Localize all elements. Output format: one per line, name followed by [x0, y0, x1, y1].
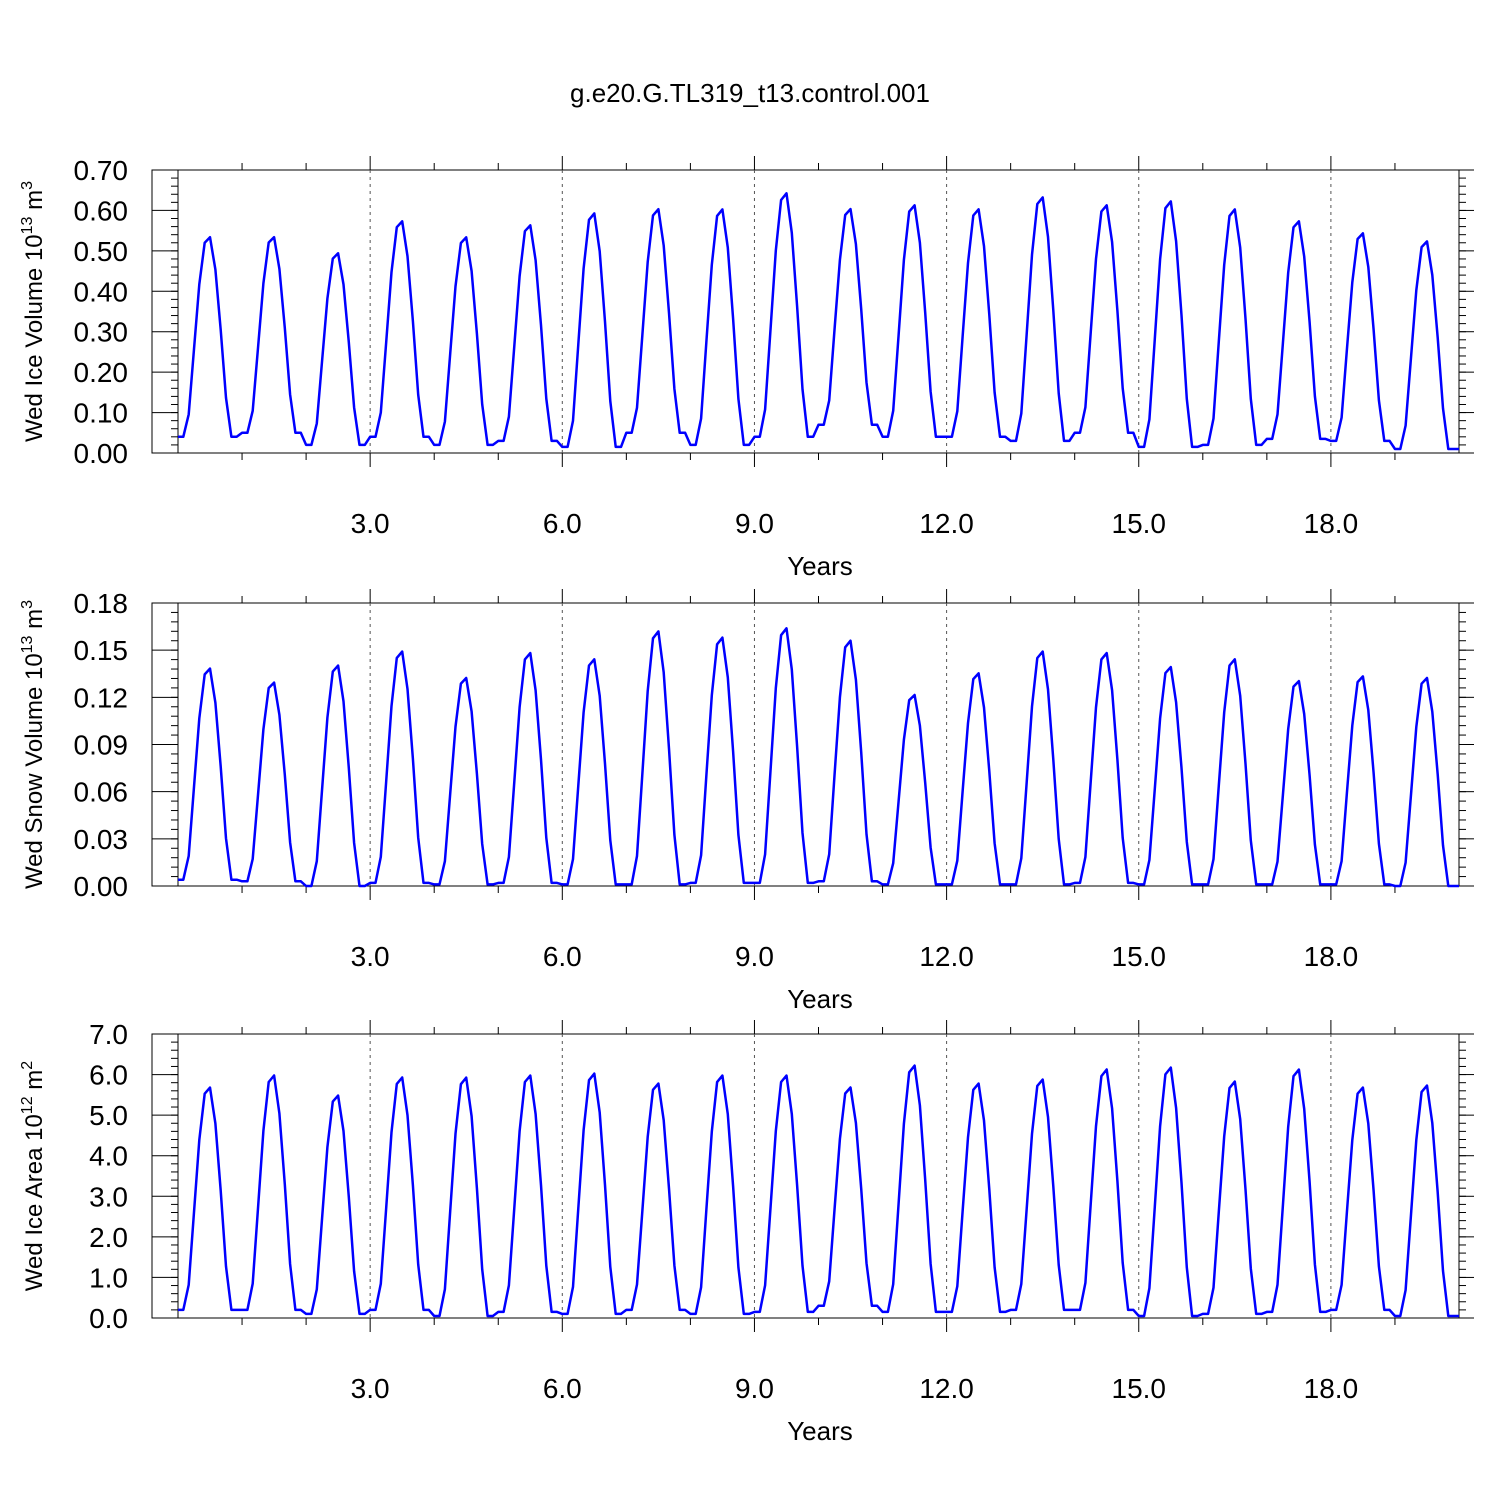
chart-title: g.e20.G.TL319_t13.control.001	[570, 78, 930, 108]
y-tick-label: 7.0	[89, 1019, 128, 1050]
y-tick-label: 0.06	[74, 777, 129, 808]
y-tick-label: 0.18	[74, 588, 129, 619]
y-tick-label: 0.30	[74, 317, 129, 348]
y-tick-label: 3.0	[89, 1181, 128, 1212]
y-axis-label: Wed Ice Volume 1013 m3	[19, 181, 48, 442]
x-axis-label: Years	[787, 984, 853, 1014]
x-tick-label: 3.0	[351, 941, 390, 972]
x-tick-label: 3.0	[351, 508, 390, 539]
x-tick-label: 12.0	[919, 941, 974, 972]
chart-panel-1: 3.0 6.0 9.0 12.0 15.0 18.0 0.00 0.10 0.20 0.30 0.4…	[19, 155, 1474, 581]
y-tick-label: 4.0	[89, 1141, 128, 1172]
series-line	[178, 1064, 1459, 1318]
x-tick-label: 9.0	[735, 508, 774, 539]
x-tick-label: 18.0	[1304, 941, 1359, 972]
series-line	[178, 192, 1459, 451]
y-tick-label: 2.0	[89, 1222, 128, 1253]
y-tick-label: 1.0	[89, 1262, 128, 1293]
x-tick-label: 12.0	[919, 508, 974, 539]
y-tick-label: 0.40	[74, 276, 129, 307]
x-tick-label: 15.0	[1112, 508, 1167, 539]
y-tick-label: 0.15	[74, 635, 129, 666]
x-tick-label: 6.0	[543, 1373, 582, 1404]
y-tick-label: 0.10	[74, 398, 129, 429]
y-tick-label: 0.00	[74, 871, 129, 902]
x-tick-label: 9.0	[735, 941, 774, 972]
series-line	[178, 627, 1459, 888]
y-tick-label: 0.50	[74, 236, 129, 267]
y-tick-label: 0.60	[74, 195, 129, 226]
y-tick-label: 0.0	[89, 1303, 128, 1334]
y-tick-label: 0.03	[74, 824, 129, 855]
y-tick-label: 0.70	[74, 155, 129, 186]
x-axis-label: Years	[787, 551, 853, 581]
chart-panel-3: 3.0 6.0 9.0 12.0 15.0 18.0 0.0 1.0 2.0 3.0 4.0 5.0 6…	[19, 1019, 1474, 1446]
y-tick-label: 0.00	[74, 438, 129, 469]
x-axis-label: Years	[787, 1416, 853, 1446]
x-tick-label: 9.0	[735, 1373, 774, 1404]
y-tick-label: 5.0	[89, 1100, 128, 1131]
x-tick-label: 12.0	[919, 1373, 974, 1404]
x-tick-label: 6.0	[543, 941, 582, 972]
y-tick-label: 0.09	[74, 730, 129, 761]
x-tick-label: 18.0	[1304, 1373, 1359, 1404]
chart-panel-2: 3.0 6.0 9.0 12.0 15.0 18.0 0.00 0.03 0.06 0.09 0.1…	[19, 588, 1474, 1014]
x-tick-label: 3.0	[351, 1373, 390, 1404]
y-axis-label: Wed Snow Volume 1013 m3	[19, 600, 48, 889]
x-tick-label: 18.0	[1304, 508, 1359, 539]
y-tick-label: 0.20	[74, 357, 129, 388]
x-tick-label: 6.0	[543, 508, 582, 539]
x-tick-label: 15.0	[1112, 1373, 1167, 1404]
y-axis-label: Wed Ice Area 1012 m2	[19, 1061, 48, 1291]
y-tick-label: 6.0	[89, 1060, 128, 1091]
y-tick-label: 0.12	[74, 682, 129, 713]
x-tick-label: 15.0	[1112, 941, 1167, 972]
